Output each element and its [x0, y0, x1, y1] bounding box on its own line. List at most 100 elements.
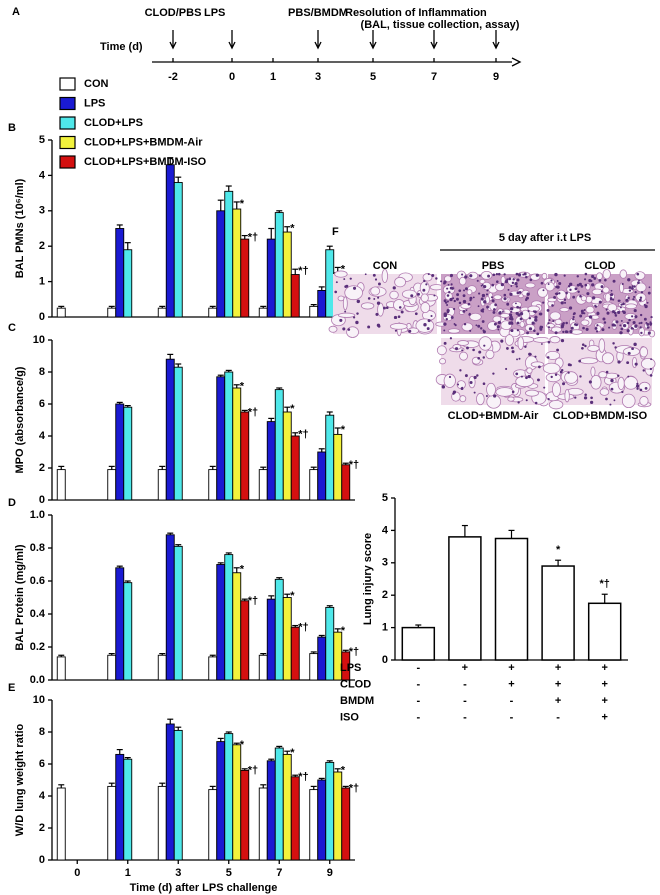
bar: [325, 249, 335, 318]
significance-mark: *†: [599, 578, 609, 590]
bar: [115, 567, 125, 681]
condition-label: ISO: [340, 711, 359, 723]
nucleus: [632, 298, 635, 301]
nucleus: [477, 305, 480, 308]
event-label: CLOD/PBS: [145, 7, 202, 19]
nucleus: [572, 318, 575, 321]
nucleus: [469, 274, 473, 278]
bar: [123, 249, 133, 318]
nucleus: [649, 367, 653, 371]
nucleus: [529, 278, 533, 282]
nucleus: [639, 388, 643, 392]
nucleus: [542, 289, 545, 292]
nucleus: [502, 310, 504, 313]
nucleus: [633, 342, 637, 347]
nucleus: [643, 317, 647, 321]
nucleus: [638, 322, 641, 325]
legend-label: CLOD+LPS+BMDM-ISO: [84, 156, 207, 168]
condition-mark: -: [556, 711, 560, 723]
y-tick-label: 0.6: [30, 575, 45, 587]
nucleus: [580, 309, 584, 313]
nucleus: [454, 347, 459, 351]
nucleus: [610, 289, 613, 292]
bar: [224, 554, 234, 681]
nucleus: [649, 321, 652, 324]
event-note: (BAL, tissue collection, assay): [361, 19, 520, 31]
nucleus: [620, 331, 623, 334]
nucleus: [542, 301, 545, 304]
nucleus: [344, 310, 347, 313]
day-label: 0: [229, 71, 235, 83]
alveolus: [389, 290, 399, 300]
nucleus: [554, 331, 558, 335]
significance-mark: *†: [349, 646, 359, 658]
nucleus: [636, 387, 639, 390]
nucleus: [534, 315, 538, 319]
image-label: CLOD+BMDM-ISO: [553, 410, 648, 422]
condition-mark: -: [510, 711, 514, 723]
bar: [309, 653, 319, 681]
nucleus: [538, 365, 541, 369]
nucleus: [579, 294, 582, 298]
nucleus: [539, 312, 543, 316]
nucleus: [469, 329, 472, 332]
nucleus: [593, 277, 597, 280]
panel-label: B: [8, 122, 16, 134]
nucleus: [509, 313, 513, 317]
nucleus: [394, 329, 397, 332]
nucleus: [547, 322, 550, 325]
nucleus: [637, 281, 640, 285]
bar: [56, 656, 66, 681]
condition-label: LPS: [340, 662, 361, 674]
nucleus: [496, 325, 500, 329]
nucleus: [611, 324, 614, 327]
alveolus: [601, 352, 615, 365]
alveolus: [587, 345, 600, 352]
nucleus: [588, 380, 592, 384]
bar: [123, 406, 133, 501]
significance-mark: *: [240, 381, 245, 393]
nucleus: [588, 315, 593, 319]
nucleus: [617, 299, 620, 302]
alveolus: [420, 302, 431, 314]
nucleus: [503, 293, 507, 297]
bar: [333, 771, 343, 861]
bar: [240, 600, 250, 681]
bar: [274, 578, 284, 681]
nucleus: [520, 375, 523, 378]
bar: [290, 776, 300, 861]
nucleus: [476, 374, 479, 377]
alveolus: [439, 358, 447, 365]
legend-label: CLOD+LPS: [84, 117, 143, 129]
nucleus: [535, 273, 539, 277]
nucleus: [503, 297, 507, 301]
nucleus: [515, 272, 519, 276]
nucleus: [601, 328, 605, 332]
nucleus: [569, 329, 573, 334]
bar: [341, 787, 351, 861]
nucleus: [356, 299, 360, 304]
alveolus: [559, 307, 570, 313]
alveolus: [537, 287, 548, 298]
nucleus: [446, 300, 449, 303]
panel-label: C: [8, 322, 16, 334]
nucleus: [372, 273, 376, 277]
nucleus: [525, 399, 528, 402]
condition-label: CLOD: [340, 678, 371, 690]
nucleus: [632, 320, 636, 325]
bar: [258, 469, 268, 501]
event-arrow-head: [169, 41, 177, 50]
y-tick-label: 6: [39, 398, 45, 410]
bar: [216, 210, 226, 318]
nucleus: [514, 282, 518, 286]
alveolus: [487, 321, 499, 331]
nucleus: [603, 321, 607, 324]
nucleus: [585, 327, 589, 331]
nucleus: [554, 373, 558, 377]
nucleus: [647, 331, 651, 335]
nucleus: [504, 279, 509, 284]
nucleus: [491, 283, 495, 287]
nucleus: [627, 296, 630, 300]
nucleus: [590, 396, 593, 400]
nucleus: [507, 288, 510, 291]
